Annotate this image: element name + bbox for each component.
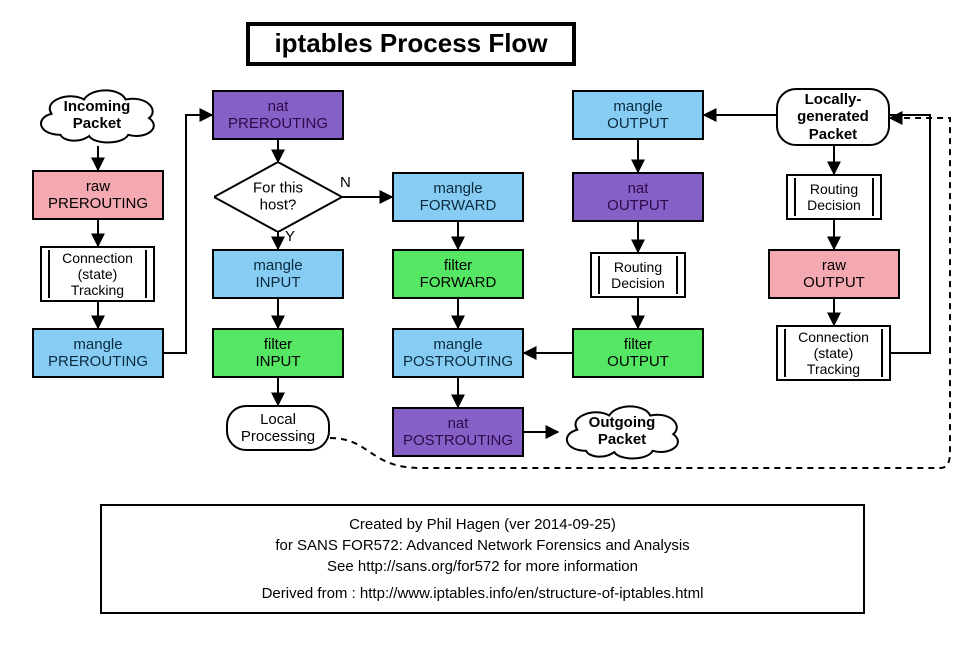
edge-conn_track_2-mangle_output	[704, 115, 930, 353]
node-label-outgoing: OutgoingPacket	[589, 414, 656, 448]
node-label-nat_postrouting: natPOSTROUTING	[403, 415, 513, 450]
node-label-filter_forward: filterFORWARD	[420, 257, 497, 292]
node-label-mangle_prerouting: manglePREROUTING	[48, 336, 148, 371]
node-label-mangle_forward: mangleFORWARD	[420, 180, 497, 215]
node-conn_track_2: Connection(state)Tracking	[776, 325, 891, 381]
node-label-nat_prerouting: natPREROUTING	[228, 98, 328, 133]
footer-line-0: Created by Phil Hagen (ver 2014-09-25)	[349, 514, 616, 535]
node-label-raw_prerouting: rawPREROUTING	[48, 178, 148, 213]
footer-line-2: See http://sans.org/for572 for more info…	[327, 556, 638, 577]
footer-box: Created by Phil Hagen (ver 2014-09-25) f…	[100, 504, 865, 614]
node-mangle_forward: mangleFORWARD	[392, 172, 524, 222]
title-text: iptables Process Flow	[274, 29, 547, 59]
node-nat_output: natOUTPUT	[572, 172, 704, 222]
node-filter_output: filterOUTPUT	[572, 328, 704, 378]
node-label-decision_host: For thishost?	[214, 181, 342, 214]
edge-label-n: N	[340, 174, 351, 191]
node-decision_host: For thishost?	[214, 162, 342, 232]
node-raw_prerouting: rawPREROUTING	[32, 170, 164, 220]
node-label-routing_decision_2: RoutingDecision	[599, 259, 677, 291]
node-label-conn_track_2: Connection(state)Tracking	[786, 329, 881, 377]
node-label-mangle_postrouting: manglePOSTROUTING	[403, 336, 513, 371]
node-filter_forward: filterFORWARD	[392, 249, 524, 299]
node-nat_prerouting: natPREROUTING	[212, 90, 344, 140]
node-label-locally_gen: Locally-generatedPacket	[797, 91, 869, 143]
diagram-title: iptables Process Flow	[246, 22, 576, 66]
node-mangle_output: mangleOUTPUT	[572, 90, 704, 140]
node-raw_output: rawOUTPUT	[768, 249, 900, 299]
node-label-filter_output: filterOUTPUT	[607, 336, 669, 371]
node-label-raw_output: rawOUTPUT	[803, 257, 865, 292]
node-routing_decision_2: RoutingDecision	[590, 252, 686, 298]
node-incoming: IncomingPacket	[32, 84, 162, 146]
node-label-conn_track_1: Connection(state)Tracking	[50, 250, 145, 298]
node-label-filter_input: filterINPUT	[256, 336, 301, 371]
edge-label-y: Y	[285, 228, 295, 245]
node-label-nat_output: natOUTPUT	[607, 180, 669, 215]
node-mangle_input: mangleINPUT	[212, 249, 344, 299]
node-mangle_postrouting: manglePOSTROUTING	[392, 328, 524, 378]
node-locally_gen: Locally-generatedPacket	[776, 88, 890, 146]
node-outgoing: OutgoingPacket	[558, 400, 686, 462]
footer-line-1: for SANS FOR572: Advanced Network Forens…	[275, 535, 689, 556]
node-label-mangle_output: mangleOUTPUT	[607, 98, 669, 133]
node-label-local_processing: LocalProcessing	[241, 411, 315, 446]
node-label-incoming: IncomingPacket	[64, 98, 131, 132]
node-label-routing_decision_1: RoutingDecision	[795, 181, 873, 213]
node-routing_decision_1: RoutingDecision	[786, 174, 882, 220]
node-local_processing: LocalProcessing	[226, 405, 330, 451]
edge-mangle_prerouting-nat_prerouting	[164, 115, 212, 353]
node-label-mangle_input: mangleINPUT	[253, 257, 302, 292]
node-nat_postrouting: natPOSTROUTING	[392, 407, 524, 457]
node-mangle_prerouting: manglePREROUTING	[32, 328, 164, 378]
footer-line-4: Derived from : http://www.iptables.info/…	[262, 583, 704, 604]
node-filter_input: filterINPUT	[212, 328, 344, 378]
node-conn_track_1: Connection(state)Tracking	[40, 246, 155, 302]
